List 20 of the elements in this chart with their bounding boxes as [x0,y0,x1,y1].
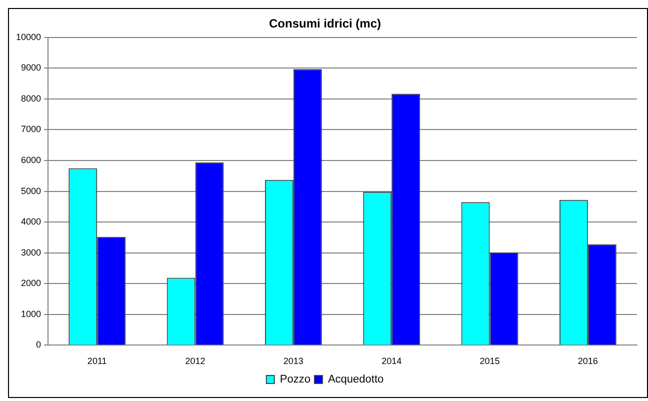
y-tick-label: 8000 [20,93,42,104]
x-tick-label: 2013 [283,356,304,366]
y-tick-label: 9000 [20,62,42,73]
y-tick-label: 0 [36,340,42,350]
legend-label: Pozzo [280,374,310,386]
y-tick-label: 1000 [20,308,42,319]
y-tick-label: 3000 [20,247,42,258]
y-tick-label: 2000 [20,278,42,288]
x-tick-label: 2011 [87,356,107,366]
x-tick-label: 2012 [185,356,206,366]
x-tick-label: 2016 [578,356,598,366]
chart-title: Consumi idrici (mc) [268,16,382,31]
y-tick-label: 6000 [20,155,42,166]
y-tick-label: 4000 [20,216,42,227]
x-tick-label: 2015 [480,356,500,366]
y-tick-label: 10000 [16,32,42,42]
y-tick-label: 5000 [20,186,42,196]
legend-label: Acquedotto [328,374,384,386]
y-tick-label: 7000 [20,124,42,134]
x-tick-label: 2014 [382,356,402,366]
